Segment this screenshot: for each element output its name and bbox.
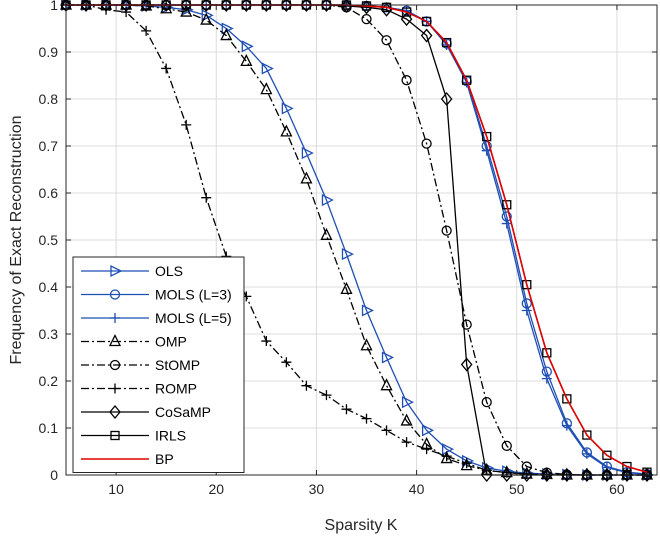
y-tick-label: 1 — [50, 0, 58, 13]
legend-label: CoSaMP — [155, 404, 211, 420]
y-tick-label: 0.6 — [39, 185, 59, 201]
y-tick-label: 0.8 — [39, 91, 59, 107]
y-axis-label: Frequency of Exact Reconstruction — [8, 115, 25, 364]
legend-label: BP — [155, 451, 174, 467]
y-tick-label: 0.3 — [39, 326, 59, 342]
legend-label: StOMP — [155, 357, 200, 373]
legend-label: OLS — [155, 263, 183, 279]
x-tick-label: 10 — [108, 481, 124, 497]
y-tick-label: 0.5 — [39, 232, 59, 248]
y-tick-label: 0 — [50, 467, 58, 483]
legend-label: OMP — [155, 334, 187, 350]
x-axis-label: Sparsity K — [325, 517, 398, 534]
x-tick-label: 30 — [309, 481, 325, 497]
y-tick-label: 0.2 — [39, 373, 59, 389]
legend-label: MOLS (L=5) — [155, 310, 232, 326]
legend-label: ROMP — [155, 381, 197, 397]
legend: OLS MOLS (L=3) MOLS (L=5) OMP StOMP ROMP CoSaM… — [73, 257, 244, 473]
x-tick-label: 40 — [409, 481, 425, 497]
x-tick-label: 20 — [208, 481, 224, 497]
legend-label: IRLS — [155, 428, 186, 444]
y-tick-label: 0.9 — [39, 44, 59, 60]
y-tick-label: 0.4 — [39, 279, 59, 295]
x-tick-label: 60 — [609, 481, 625, 497]
legend-label: MOLS (L=3) — [155, 287, 232, 303]
y-tick-label: 0.1 — [39, 420, 59, 436]
y-tick-label: 0.7 — [39, 138, 59, 154]
x-tick-label: 50 — [509, 481, 525, 497]
